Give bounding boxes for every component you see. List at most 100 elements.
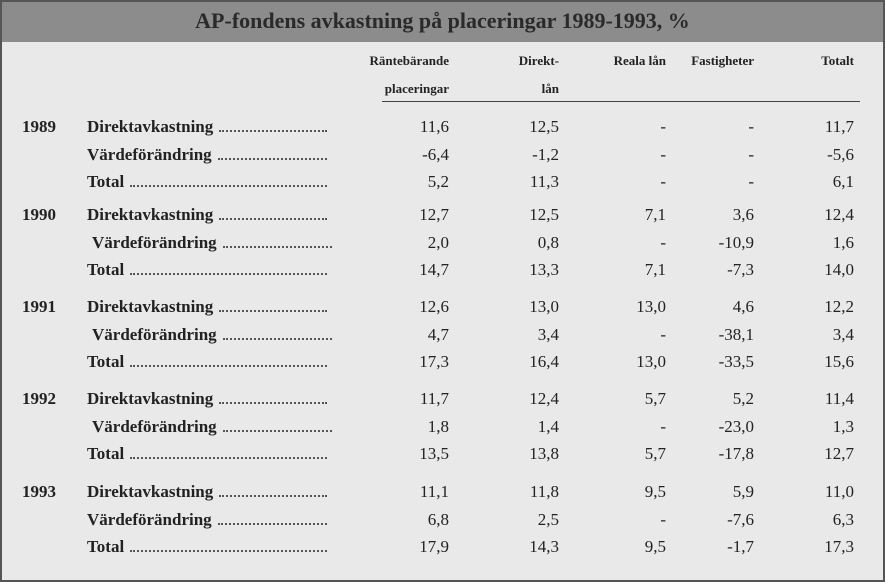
row-label: Total (87, 537, 327, 557)
value: 5,7 (644, 389, 666, 408)
row-label: Total (87, 444, 327, 464)
value: 13,0 (636, 297, 666, 316)
value: 11,3 (529, 172, 559, 191)
value: -1,2 (532, 144, 559, 164)
value: 1,8 (427, 416, 449, 436)
value: - (748, 172, 754, 191)
row-label: Direktavkastning (87, 297, 327, 317)
value: -7,6 (727, 509, 754, 529)
value: 4,6 (732, 297, 754, 316)
header-rule (382, 101, 860, 102)
column-header: Fastigheter (691, 53, 754, 68)
value: 11,0 (824, 482, 854, 501)
value: 2,5 (537, 509, 559, 529)
value: -7,3 (727, 260, 754, 279)
value: 5,2 (732, 389, 754, 408)
value: 7,1 (644, 260, 666, 279)
year: 1990 (22, 205, 56, 224)
value: 9,5 (644, 482, 666, 501)
value: 5,7 (644, 444, 666, 463)
value: 11,7 (824, 117, 854, 136)
value: 12,6 (419, 297, 449, 316)
value: 3,4 (832, 324, 854, 344)
value: 14,3 (529, 537, 559, 556)
column-header: lån (541, 81, 559, 96)
value: 14,7 (419, 260, 449, 279)
row-label: Direktavkastning (87, 389, 327, 409)
value: - (660, 172, 666, 191)
value: 17,3 (419, 352, 449, 371)
value: 0,8 (537, 232, 559, 252)
year: 1993 (22, 482, 56, 501)
value: - (660, 232, 666, 252)
row-label: Värdeförändring (92, 325, 332, 345)
row-label: Direktavkastning (87, 205, 327, 225)
value: 9,5 (644, 537, 666, 556)
value: 13,0 (636, 352, 666, 371)
column-header: Direkt- (518, 53, 559, 68)
column-header: placeringar (384, 81, 449, 96)
value: 5,2 (427, 172, 449, 191)
column-header: Totalt (821, 53, 854, 68)
value: -6,4 (422, 144, 449, 164)
value: 12,2 (824, 297, 854, 316)
value: 13,3 (529, 260, 559, 279)
column-header: Räntebärande (369, 53, 449, 68)
value: 6,1 (832, 172, 854, 191)
value: 17,3 (824, 537, 854, 556)
value: 3,6 (732, 205, 754, 224)
value: 4,7 (427, 324, 449, 344)
value: -38,1 (718, 324, 754, 344)
value: - (660, 509, 666, 529)
value: 14,0 (824, 260, 854, 279)
value: 12,5 (529, 117, 559, 136)
row-label: Total (87, 352, 327, 372)
value: - (660, 117, 666, 136)
value: -17,8 (718, 444, 754, 463)
title-bar (2, 2, 883, 42)
row-label: Värdeförändring (87, 510, 327, 530)
value: 15,6 (824, 352, 854, 371)
row-label: Värdeförändring (92, 233, 332, 253)
value: 12,4 (824, 205, 854, 224)
year: 1991 (22, 297, 56, 316)
value: 12,5 (529, 205, 559, 224)
value: 11,7 (419, 389, 449, 408)
value: -5,6 (827, 144, 854, 164)
value: 11,6 (419, 117, 449, 136)
value: 11,4 (824, 389, 854, 408)
value: 12,7 (824, 444, 854, 463)
year: 1992 (22, 389, 56, 408)
value: 13,5 (419, 444, 449, 463)
row-label: Värdeförändring (87, 145, 327, 165)
value: 17,9 (419, 537, 449, 556)
row-label: Total (87, 260, 327, 280)
row-label: Värdeförändring (92, 417, 332, 437)
value: 6,3 (832, 509, 854, 529)
value: 11,8 (529, 482, 559, 501)
row-label: Direktavkastning (87, 117, 327, 137)
value: -33,5 (718, 352, 754, 371)
value: 3,4 (537, 324, 559, 344)
value: 13,8 (529, 444, 559, 463)
value: 12,4 (529, 389, 559, 408)
value: 7,1 (644, 205, 666, 224)
value: 6,8 (427, 509, 449, 529)
value: 2,0 (427, 232, 449, 252)
value: 5,9 (732, 482, 754, 501)
value: - (748, 144, 754, 164)
value: 1,3 (832, 416, 854, 436)
column-header: Reala lån (613, 53, 666, 68)
value: 1,4 (537, 416, 559, 436)
value: - (660, 144, 666, 164)
value: 11,1 (419, 482, 449, 501)
value: - (660, 324, 666, 344)
year: 1989 (22, 117, 56, 136)
value: 13,0 (529, 297, 559, 316)
value: - (748, 117, 754, 136)
value: -1,7 (727, 537, 754, 556)
value: -10,9 (718, 232, 754, 252)
value: -23,0 (718, 416, 754, 436)
row-label: Direktavkastning (87, 482, 327, 502)
